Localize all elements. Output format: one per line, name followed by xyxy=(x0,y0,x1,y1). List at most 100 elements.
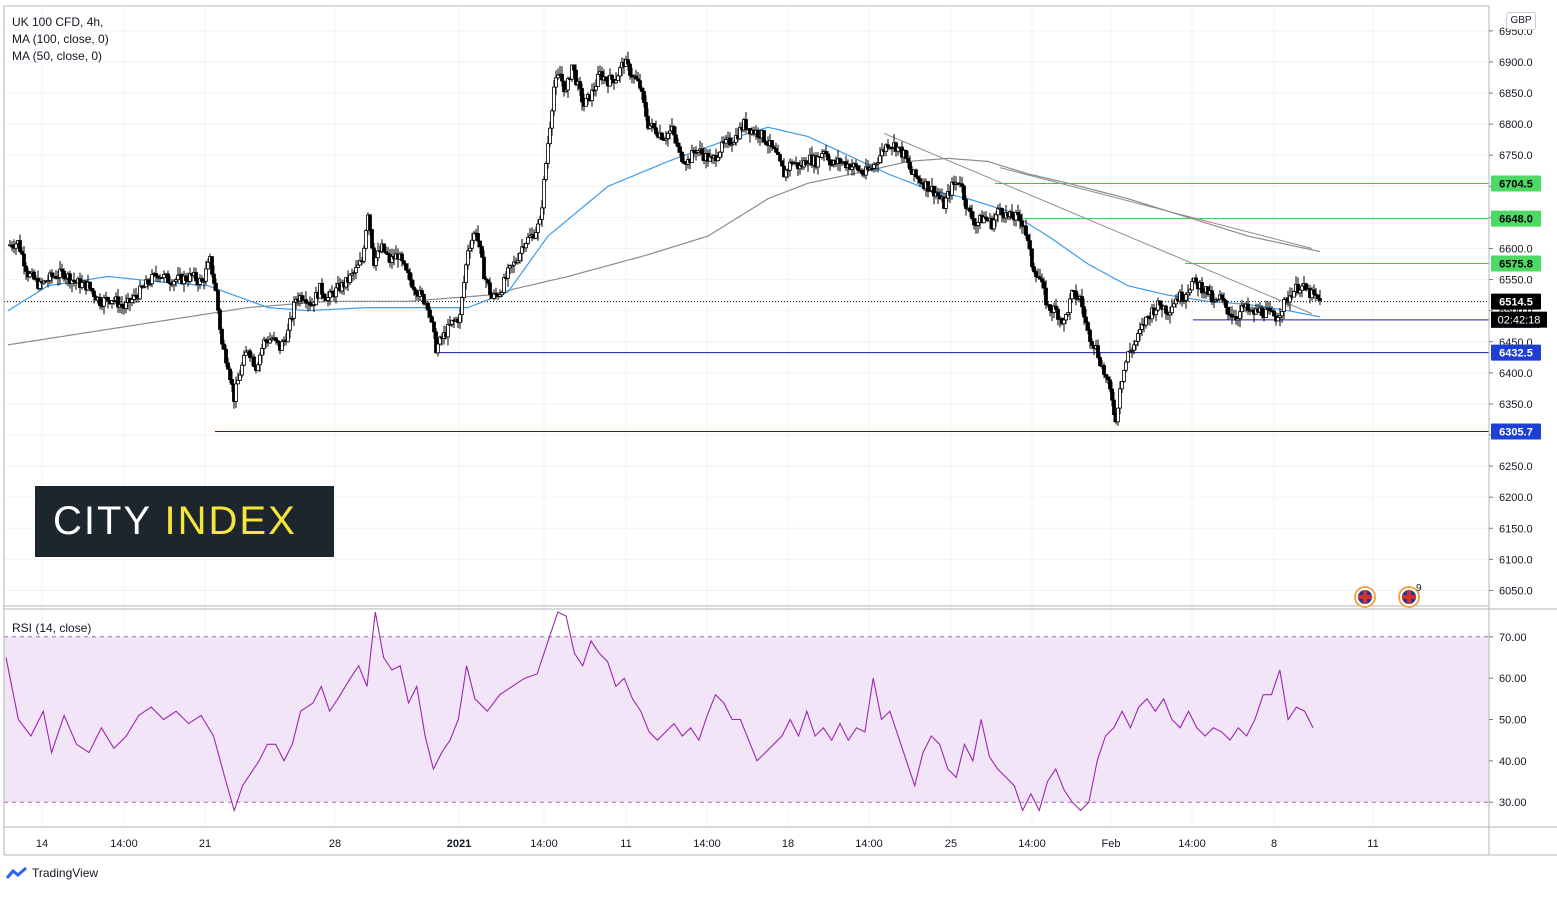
candle-body xyxy=(22,253,26,267)
time-tick-label: 14:00 xyxy=(1018,838,1046,850)
candle-body xyxy=(1264,308,1268,318)
main-legend: UK 100 CFD, 4h, MA (100, close, 0) MA (5… xyxy=(12,14,109,65)
candle-body xyxy=(446,324,450,338)
candle-body xyxy=(552,86,556,112)
candle-body xyxy=(616,75,620,81)
candle-body xyxy=(252,356,256,367)
price-tags: 6704.56648.06575.86514.56485.16432.56305… xyxy=(1491,175,1547,440)
candle-body xyxy=(548,127,552,145)
candle-body xyxy=(992,219,996,230)
candle-body xyxy=(1028,240,1032,250)
candle-body xyxy=(146,279,150,285)
ma50-line xyxy=(7,126,1321,318)
candle-body xyxy=(672,126,676,136)
candle-body xyxy=(1246,303,1250,311)
candle-body xyxy=(526,237,530,244)
candle-body xyxy=(584,98,588,107)
candle-body xyxy=(604,76,608,81)
candle-body xyxy=(98,296,102,307)
candle-body xyxy=(1024,225,1028,236)
candle-body xyxy=(518,252,522,262)
candle-body xyxy=(596,73,600,87)
time-tick-label: 14:00 xyxy=(530,838,558,850)
tradingview-brand[interactable]: TradingView xyxy=(6,866,98,880)
candle-body xyxy=(486,279,490,284)
candle-body xyxy=(1280,310,1284,317)
candle-body xyxy=(762,130,766,143)
candle-body xyxy=(470,239,474,249)
candle-body xyxy=(320,282,324,295)
candle-body xyxy=(756,129,760,138)
candle-body xyxy=(678,146,682,153)
candle-body xyxy=(540,207,544,220)
candle-body xyxy=(816,156,820,168)
candle-body xyxy=(288,318,292,331)
candle-body xyxy=(1112,399,1116,416)
candle-body xyxy=(724,139,728,144)
candle-body xyxy=(238,374,242,381)
candle-body xyxy=(1296,283,1300,294)
candle-body xyxy=(422,294,426,305)
time-axis: 14 14:00 21 28 2021 14:00 11 14:00 18 14:00 25 14:0… xyxy=(36,838,1379,850)
currency-badge[interactable]: GBP xyxy=(1506,12,1536,30)
candle-body xyxy=(226,362,230,370)
event-count: 9 xyxy=(1416,583,1422,594)
candle-body xyxy=(626,59,630,65)
candle-body xyxy=(68,273,72,284)
price-tag-label: 6648.0 xyxy=(1499,214,1533,226)
uk-event-icon-group[interactable] xyxy=(1398,586,1420,608)
candle-body xyxy=(778,154,782,162)
candle-body xyxy=(556,74,560,79)
price-tag-bg xyxy=(1491,344,1541,361)
candle-body xyxy=(1086,322,1090,331)
candle-body xyxy=(408,272,412,281)
candle-body xyxy=(242,354,246,366)
price-lines xyxy=(5,126,1321,813)
candle-body xyxy=(1194,277,1198,283)
candle-body xyxy=(476,233,480,242)
candle-body xyxy=(466,250,470,266)
candle-body xyxy=(1110,388,1114,401)
candle-body xyxy=(1032,266,1036,273)
candle-body xyxy=(554,77,558,88)
candle-body xyxy=(962,185,966,200)
candle-body xyxy=(1164,305,1168,314)
candle-body xyxy=(566,78,570,91)
candle-body xyxy=(634,75,638,80)
candle-body xyxy=(878,155,882,164)
candle-body xyxy=(172,280,176,286)
price-tick-label: 6850.0 xyxy=(1499,88,1533,100)
candle-body xyxy=(666,132,670,139)
candle-body xyxy=(618,67,622,77)
candle-body xyxy=(524,243,528,249)
time-tick-label: 21 xyxy=(199,838,211,850)
candle-body xyxy=(720,141,724,153)
candle-body xyxy=(412,286,416,291)
candle-body xyxy=(1068,298,1072,314)
candle-body xyxy=(860,170,864,175)
candle-body xyxy=(362,247,366,262)
countdown-tag-bg xyxy=(1491,311,1547,328)
candle-body xyxy=(944,197,948,209)
candle-body xyxy=(646,115,650,129)
candle-body xyxy=(1276,317,1280,322)
price-tag-bg xyxy=(1491,210,1541,227)
candle-body xyxy=(970,211,974,219)
candle-body xyxy=(716,156,720,162)
candle-body xyxy=(184,275,188,281)
uk-event-icon[interactable] xyxy=(1354,586,1376,608)
candle-body xyxy=(348,274,352,283)
candlesticks xyxy=(8,51,1322,426)
candle-body xyxy=(410,279,414,288)
candle-body xyxy=(1224,300,1228,308)
candle-body xyxy=(1030,248,1034,268)
time-tick-label: 14 xyxy=(36,838,48,850)
candle-body xyxy=(1124,361,1128,371)
candle-body xyxy=(206,261,210,270)
candle-body xyxy=(578,81,582,89)
candle-body xyxy=(382,243,386,253)
ma100-line xyxy=(7,157,1321,346)
candle-body xyxy=(1088,329,1092,342)
